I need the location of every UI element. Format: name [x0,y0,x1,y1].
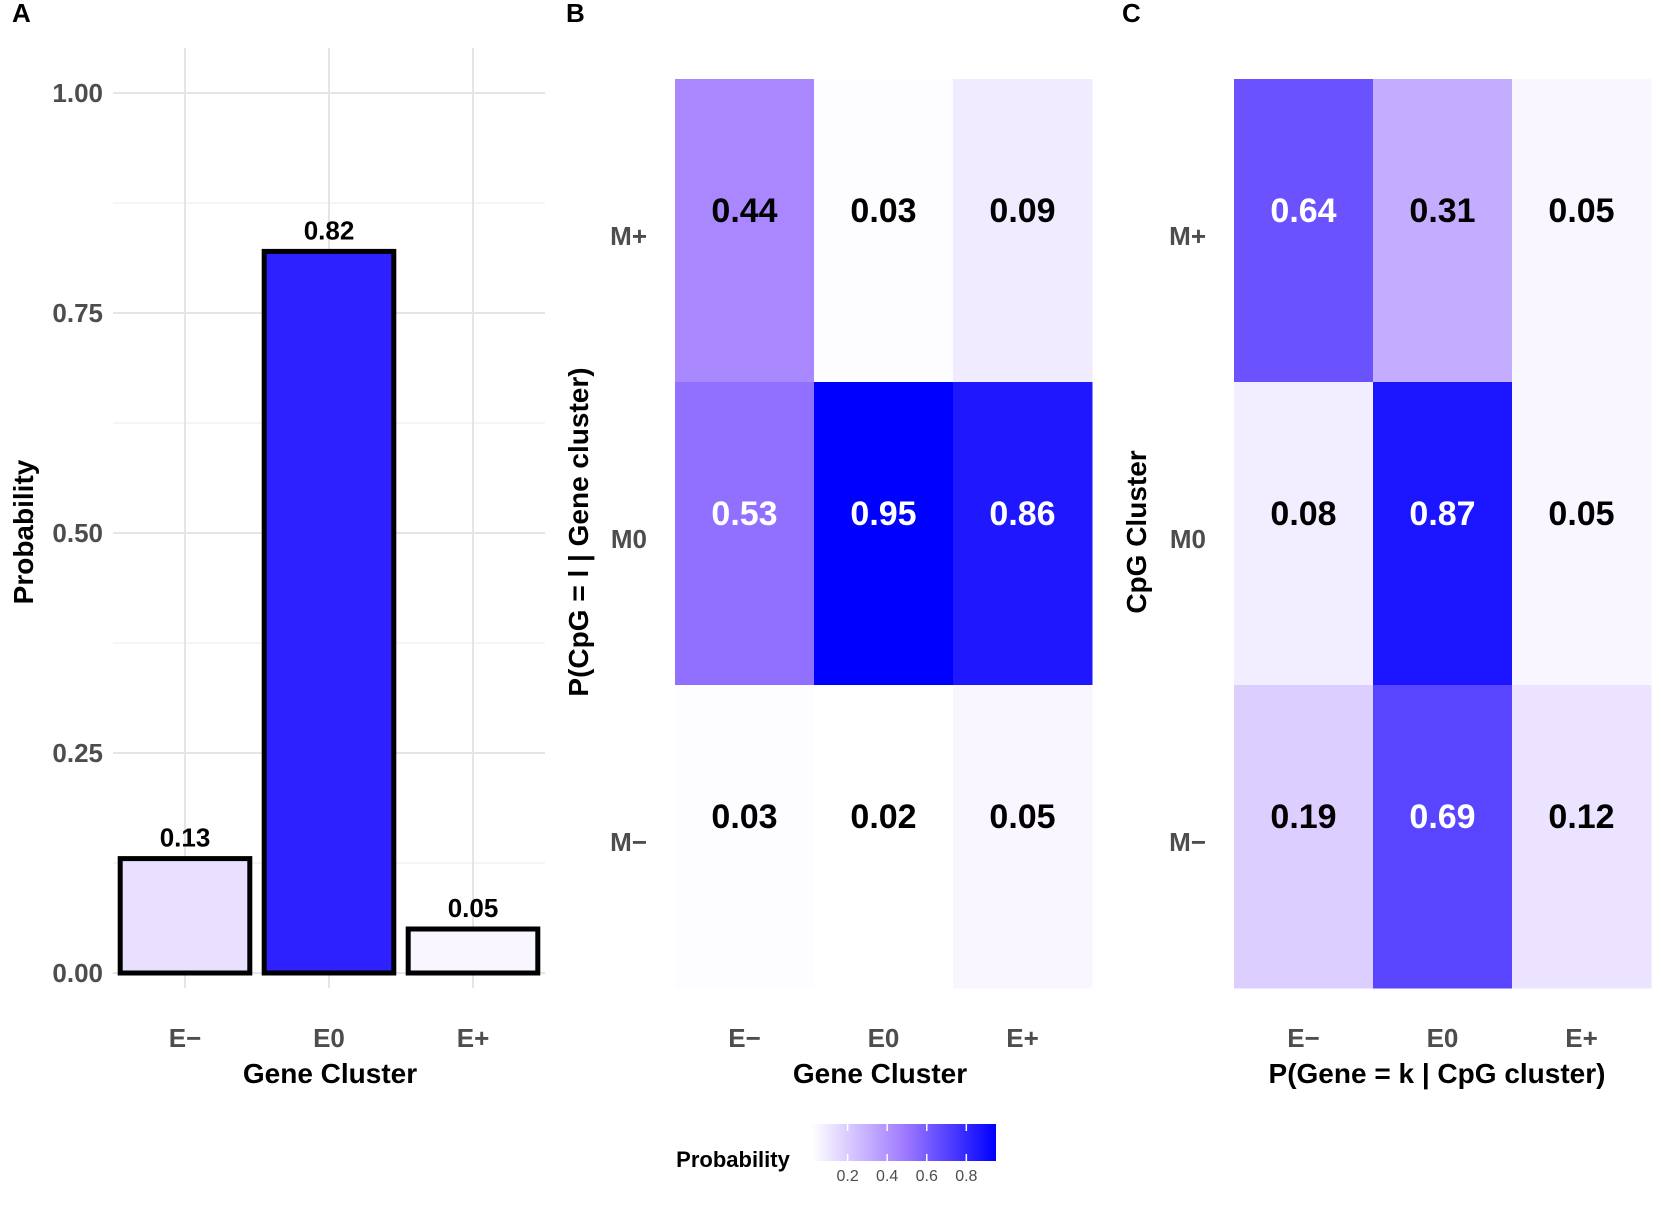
bar-value-label: 0.82 [304,215,355,245]
x-tick-label: E0 [313,1023,345,1053]
heatmap-cell-label: 0.02 [850,798,916,836]
heatmap-cell-label: 0.03 [850,192,916,230]
x-tick-label: E− [169,1023,202,1053]
bar-1 [261,248,397,976]
heatmap-c-cell-labels: 0.64 0.31 0.05 0.08 0.87 0.05 0.19 0.69 0.12 [1270,192,1614,836]
heatmap-cell-label: 0.64 [1270,192,1336,230]
heatmap-cell [814,685,954,989]
x-tick-label: E+ [1006,1023,1039,1053]
heatmap-c-y-ticks: M+ M0 M− [1169,221,1206,857]
heatmap-cell [1512,79,1652,383]
x-tick-label: E+ [457,1023,490,1053]
y-tick-label: M0 [611,524,647,554]
heatmap-cell-label: 0.08 [1270,495,1336,533]
heatmap-cell [1234,382,1374,686]
heatmap-b-cell-labels: 0.44 0.03 0.09 0.53 0.95 0.86 0.03 0.02 0.05 [711,192,1055,836]
heatmap-cell [1234,685,1374,989]
heatmap-cell [675,685,815,989]
y-tick-label: 0.25 [52,738,103,768]
heatmap-cell [814,79,954,383]
bar-value-label: 0.05 [448,893,499,923]
legend-tick-label: 0.8 [955,1168,977,1185]
heatmap-cell [814,382,954,686]
heatmap-cell [1373,382,1513,686]
heatmap-cell-label: 0.12 [1548,798,1614,836]
heatmap-panel-b: 0.44 0.03 0.090.53 0.95 0.860.03 0.02 0.05 M+M… [563,79,1093,1089]
color-legend: Probability 0.2 0.4 0.6 0.8 [676,1124,996,1185]
x-tick-label: E0 [868,1023,900,1053]
y-tick-label: M− [1169,827,1206,857]
heatmap-cell [1512,685,1652,989]
heatmap-c-cells [1234,79,1652,989]
heatmap-cell-label: 0.05 [1548,192,1614,230]
heatmap-c-y-axis-title: CpG Cluster [1121,450,1152,613]
bar-chart-bars [117,248,541,976]
x-tick-label: E0 [1427,1023,1459,1053]
legend-tick-label: 0.2 [836,1168,858,1185]
x-tick-label: E+ [1565,1023,1598,1053]
bar-chart-y-ticks: 0.00 0.25 0.50 0.75 1.00 [52,78,103,988]
panel-letter-b: B [566,0,585,28]
bar-0 [117,856,253,976]
x-tick-label: E− [1287,1023,1320,1053]
heatmap-cell [1512,382,1652,686]
heatmap-cell [675,79,815,383]
legend-title: Probability [676,1147,790,1172]
heatmap-panel-c: 0.64 0.31 0.050.08 0.87 0.050.19 0.69 0.12 M+M… [1121,79,1652,1089]
heatmap-cell-label: 0.95 [850,495,916,533]
legend-tick-label: 0.6 [916,1168,938,1185]
heatmap-cell-label: 0.86 [989,495,1055,533]
bar-value-label: 0.13 [160,823,211,853]
heatmap-cell-label: 0.31 [1409,192,1475,230]
heatmap-cell-label: 0.44 [711,192,777,230]
heatmap-cell [953,79,1093,383]
heatmap-b-x-ticks: E− E0 E+ [728,1023,1039,1053]
bar-2 [405,926,541,976]
bar-chart-value-labels: 0.13 0.82 0.05 [160,215,499,923]
heatmap-cell-label: 0.09 [989,192,1055,230]
panel-letter-c: C [1122,0,1141,28]
heatmap-cell-label: 0.87 [1409,495,1475,533]
heatmap-c-x-axis-title: P(Gene = k | CpG cluster) [1269,1058,1606,1089]
heatmap-cell-label: 0.53 [711,495,777,533]
heatmap-cell [1373,685,1513,989]
x-tick-label: E− [728,1023,761,1053]
heatmap-cell-label: 0.19 [1270,798,1336,836]
heatmap-cell [953,382,1093,686]
heatmap-cell [1234,79,1374,383]
y-tick-label: 1.00 [52,78,103,108]
heatmap-b-y-axis-title: P(CpG = l | Gene cluster) [563,367,594,696]
heatmap-c-x-ticks: E− E0 E+ [1287,1023,1598,1053]
panel-letter-a: A [12,0,31,28]
bar-chart-x-ticks: E− E0 E+ [169,1023,490,1053]
legend-colorbar [812,1124,996,1161]
heatmap-cell-label: 0.03 [711,798,777,836]
y-tick-label: M+ [610,221,647,251]
bar-chart-x-axis-title: Gene Cluster [243,1058,417,1089]
legend-ticks: 0.2 0.4 0.6 0.8 [836,1124,978,1185]
heatmap-cell-label: 0.69 [1409,798,1475,836]
bar-chart-panel-a: 0.13 0.82 0.05 0.00 0.25 0.50 0.75 1.00 E− E0 E+… [8,48,545,1089]
y-tick-label: 0.75 [52,298,103,328]
heatmap-b-x-axis-title: Gene Cluster [793,1058,967,1089]
heatmap-cell [1373,79,1513,383]
heatmap-cell [953,685,1093,989]
heatmap-cell [675,382,815,686]
y-tick-label: M− [610,827,647,857]
heatmap-cell-label: 0.05 [1548,495,1614,533]
heatmap-b-cells [675,79,1093,989]
heatmap-b-y-ticks: M+ M0 M− [610,221,647,857]
y-tick-label: M+ [1169,221,1206,251]
y-tick-label: 0.00 [52,958,103,988]
y-tick-label: 0.50 [52,518,103,548]
legend-tick-label: 0.4 [876,1168,898,1185]
heatmap-cell-label: 0.05 [989,798,1055,836]
bar-chart-y-axis-title: Probability [8,459,39,604]
y-tick-label: M0 [1170,524,1206,554]
